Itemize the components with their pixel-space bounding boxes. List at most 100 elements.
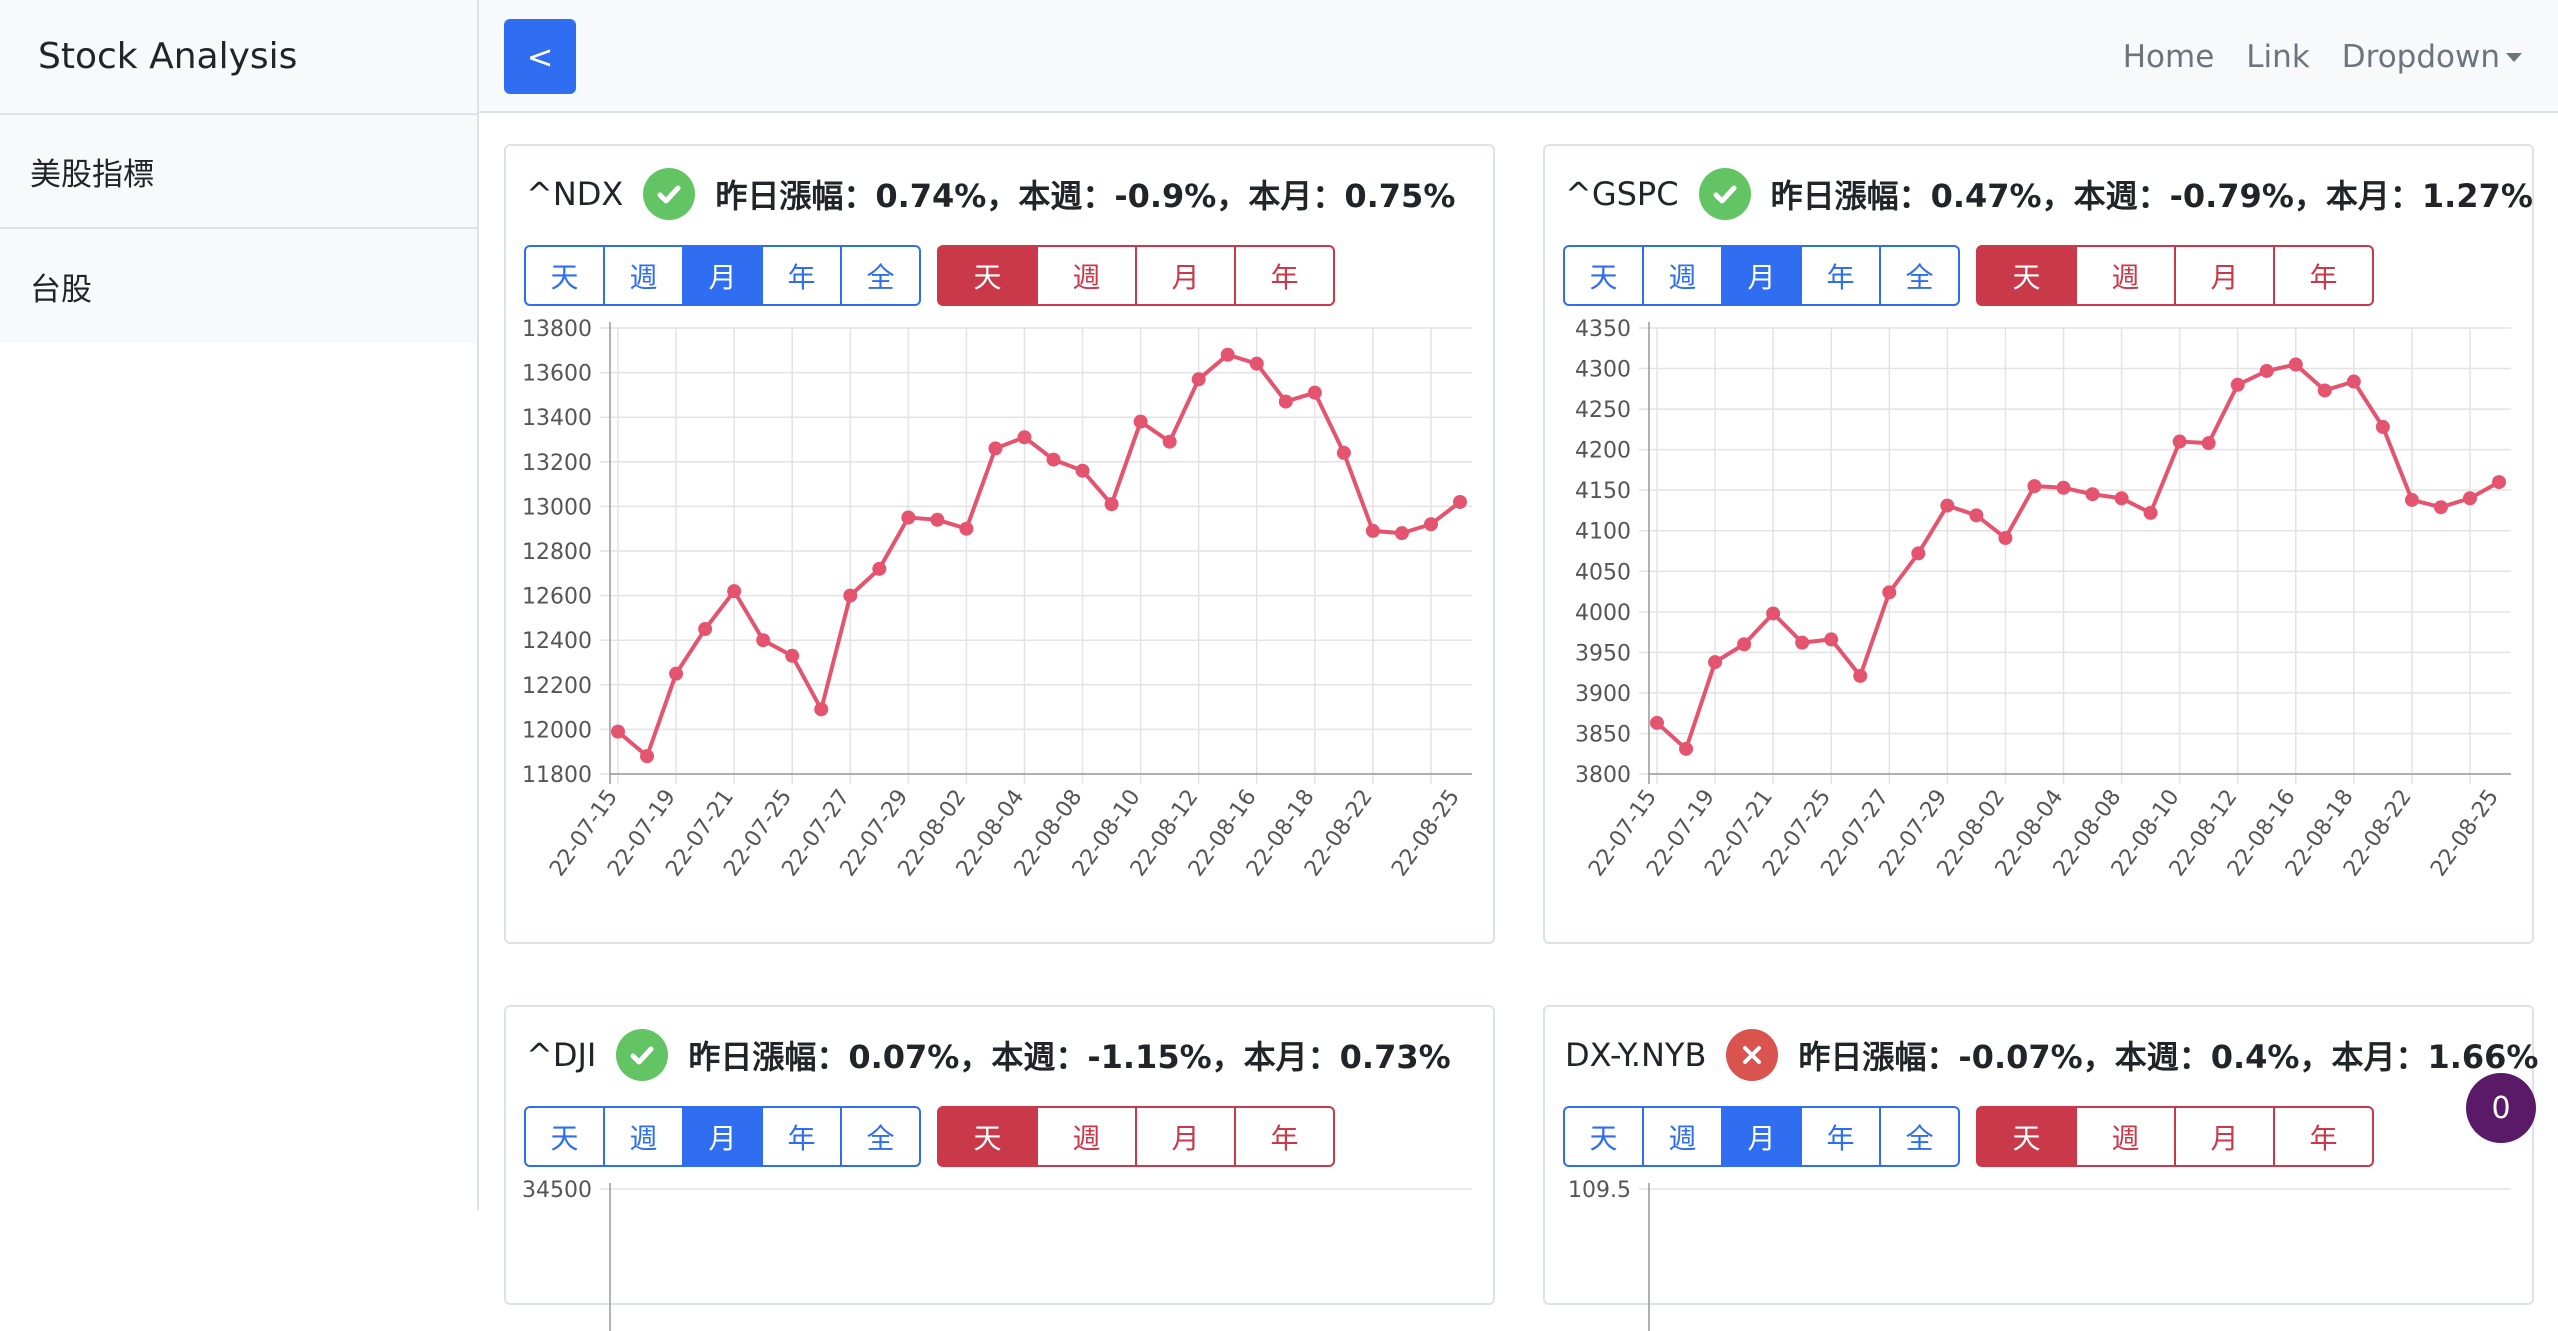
interval-button[interactable]: 年 — [1234, 1106, 1335, 1167]
data-point[interactable] — [1278, 394, 1293, 409]
notification-badge[interactable]: 0 — [2466, 1073, 2536, 1143]
data-point[interactable] — [1365, 523, 1380, 538]
data-point[interactable] — [669, 666, 684, 681]
data-point[interactable] — [1394, 526, 1409, 541]
sidebar-item-tw-stocks[interactable]: 台股 — [0, 229, 477, 343]
range-button[interactable]: 月 — [682, 1106, 763, 1167]
data-point[interactable] — [1969, 508, 1984, 523]
data-point[interactable] — [1075, 463, 1090, 478]
data-point[interactable] — [1162, 434, 1177, 449]
data-point[interactable] — [1650, 715, 1664, 730]
interval-button[interactable]: 月 — [2174, 1106, 2275, 1167]
data-point[interactable] — [1423, 517, 1438, 532]
data-point[interactable] — [1998, 531, 2013, 546]
sidebar-item-us-indicators[interactable]: 美股指標 — [0, 115, 477, 229]
range-button[interactable]: 月 — [1721, 245, 1802, 306]
range-button[interactable]: 天 — [524, 245, 605, 306]
data-point[interactable] — [698, 622, 713, 637]
interval-button[interactable]: 週 — [1036, 245, 1137, 306]
data-point[interactable] — [727, 584, 742, 599]
interval-button[interactable]: 週 — [2075, 245, 2176, 306]
data-point[interactable] — [2172, 434, 2187, 449]
data-point[interactable] — [1191, 372, 1206, 387]
interval-button[interactable]: 天 — [937, 1106, 1038, 1167]
data-point[interactable] — [2462, 491, 2477, 506]
data-point[interactable] — [1336, 445, 1351, 460]
data-point[interactable] — [1220, 347, 1235, 362]
data-point[interactable] — [2346, 374, 2361, 389]
data-point[interactable] — [1940, 498, 1955, 513]
interval-button[interactable]: 天 — [937, 245, 1038, 306]
data-point[interactable] — [1249, 356, 1264, 371]
data-point[interactable] — [1795, 635, 1810, 650]
data-point[interactable] — [640, 749, 655, 764]
range-button[interactable]: 週 — [603, 245, 684, 306]
data-point[interactable] — [785, 648, 800, 663]
data-point[interactable] — [2492, 475, 2506, 490]
data-point[interactable] — [901, 510, 916, 525]
range-button[interactable]: 年 — [1800, 1106, 1881, 1167]
range-button[interactable]: 週 — [603, 1106, 684, 1167]
interval-button[interactable]: 週 — [1036, 1106, 1137, 1167]
range-button[interactable]: 年 — [1800, 245, 1881, 306]
data-point[interactable] — [2085, 487, 2100, 502]
data-point[interactable] — [2114, 491, 2129, 506]
data-point[interactable] — [1104, 497, 1119, 512]
range-button[interactable]: 週 — [1642, 245, 1723, 306]
range-button[interactable]: 天 — [524, 1106, 605, 1167]
data-point[interactable] — [1307, 385, 1322, 400]
data-point[interactable] — [2433, 500, 2448, 515]
range-button[interactable]: 全 — [840, 1106, 921, 1167]
interval-button[interactable]: 週 — [2075, 1106, 2176, 1167]
data-point[interactable] — [756, 633, 771, 648]
interval-button[interactable]: 天 — [1976, 245, 2077, 306]
data-point[interactable] — [2230, 377, 2245, 392]
nav-dropdown-toggle[interactable]: Dropdown — [2342, 39, 2522, 75]
data-point[interactable] — [1133, 414, 1148, 429]
interval-button[interactable]: 天 — [1976, 1106, 2077, 1167]
range-button[interactable]: 天 — [1563, 245, 1644, 306]
data-point[interactable] — [2404, 492, 2419, 507]
data-point[interactable] — [2317, 383, 2332, 398]
data-point[interactable] — [2259, 363, 2274, 378]
range-button[interactable]: 週 — [1642, 1106, 1723, 1167]
data-point[interactable] — [1737, 637, 1752, 652]
data-point[interactable] — [814, 702, 829, 717]
data-point[interactable] — [611, 724, 625, 739]
range-button[interactable]: 年 — [761, 1106, 842, 1167]
data-point[interactable] — [930, 512, 945, 527]
interval-button[interactable]: 年 — [1234, 245, 1335, 306]
data-point[interactable] — [2201, 436, 2216, 451]
data-point[interactable] — [1882, 585, 1897, 600]
data-point[interactable] — [1679, 741, 1694, 756]
data-point[interactable] — [2375, 419, 2390, 434]
range-button[interactable]: 年 — [761, 245, 842, 306]
data-point[interactable] — [1824, 632, 1839, 647]
interval-button[interactable]: 月 — [2174, 245, 2275, 306]
data-point[interactable] — [2056, 480, 2071, 495]
data-point[interactable] — [872, 561, 887, 576]
range-button[interactable]: 全 — [1879, 245, 1960, 306]
range-button[interactable]: 月 — [1721, 1106, 1802, 1167]
nav-home-link[interactable]: Home — [2122, 38, 2215, 75]
data-point[interactable] — [843, 588, 858, 603]
data-point[interactable] — [1453, 494, 1467, 509]
interval-button[interactable]: 年 — [2273, 245, 2374, 306]
data-point[interactable] — [1911, 546, 1926, 561]
data-point[interactable] — [2027, 479, 2042, 494]
interval-button[interactable]: 年 — [2273, 1106, 2374, 1167]
interval-button[interactable]: 月 — [1135, 245, 1236, 306]
data-point[interactable] — [1046, 452, 1061, 467]
data-point[interactable] — [1853, 668, 1868, 683]
data-point[interactable] — [1708, 655, 1723, 670]
range-button[interactable]: 全 — [840, 245, 921, 306]
data-point[interactable] — [2143, 505, 2158, 520]
range-button[interactable]: 全 — [1879, 1106, 1960, 1167]
sidebar-toggle-button[interactable]: < — [504, 19, 576, 94]
data-point[interactable] — [2288, 357, 2303, 372]
range-button[interactable]: 月 — [682, 245, 763, 306]
range-button[interactable]: 天 — [1563, 1106, 1644, 1167]
data-point[interactable] — [959, 521, 974, 536]
interval-button[interactable]: 月 — [1135, 1106, 1236, 1167]
data-point[interactable] — [1766, 606, 1781, 621]
